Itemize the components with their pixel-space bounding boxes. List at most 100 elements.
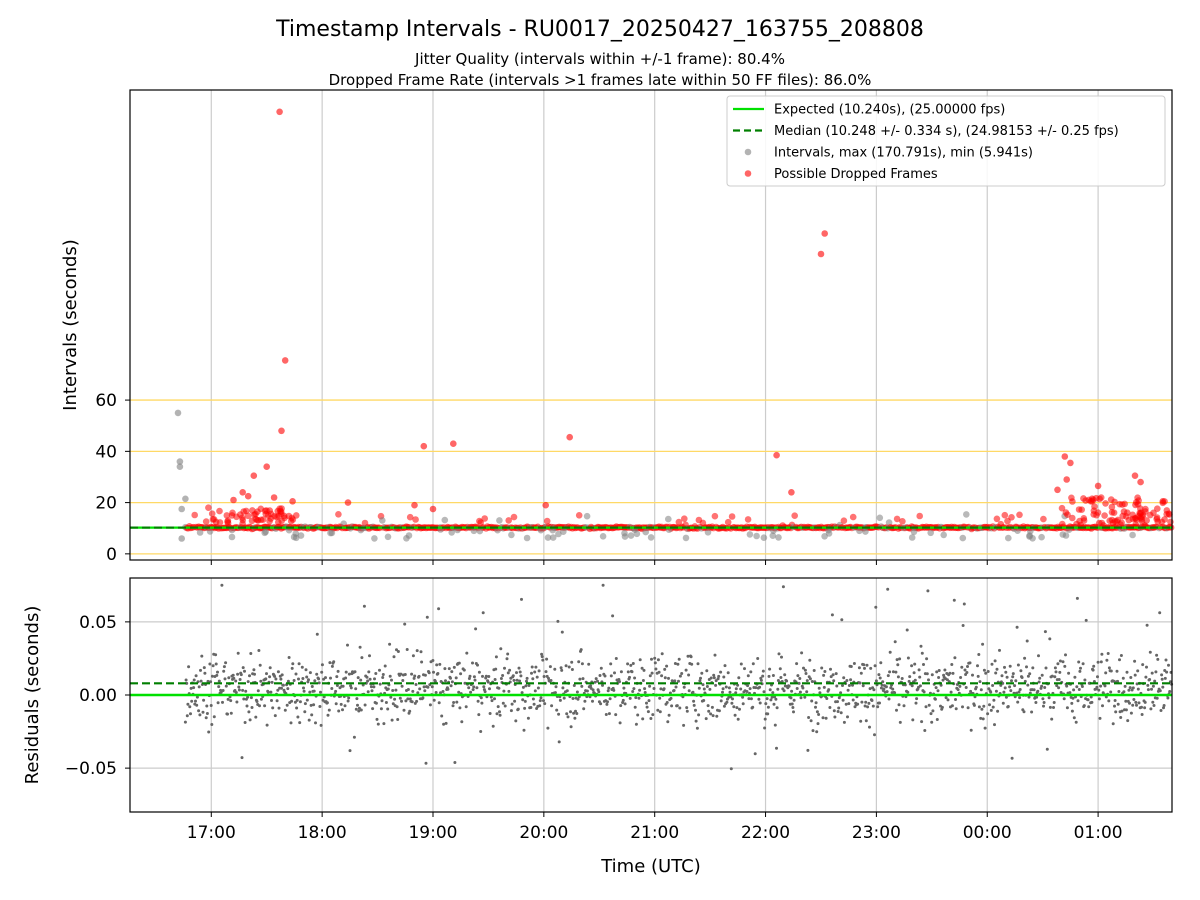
- residual-point: [298, 700, 302, 704]
- dropped-frame-point: [1137, 478, 1144, 486]
- dropped-frame-point: [899, 518, 906, 525]
- residual-point: [561, 686, 565, 690]
- residual-point: [302, 689, 306, 693]
- residual-point: [1137, 701, 1141, 705]
- interval-point: [627, 532, 635, 539]
- residual-point: [943, 668, 947, 672]
- residual-point: [557, 740, 561, 744]
- residual-point: [596, 679, 599, 683]
- interval-point: [176, 463, 184, 471]
- dropped-frame-point: [254, 508, 261, 515]
- residual-point: [310, 713, 314, 717]
- residual-point: [822, 685, 826, 689]
- residual-point: [1023, 679, 1027, 683]
- residual-point: [395, 705, 399, 709]
- residual-point: [888, 650, 892, 654]
- residual-point: [424, 761, 428, 765]
- residual-point: [846, 715, 849, 719]
- residual-point: [319, 690, 322, 694]
- residual-point: [767, 674, 771, 678]
- dropped-frame-point: [1016, 511, 1023, 519]
- residual-point: [1097, 697, 1101, 701]
- residual-point: [842, 676, 846, 680]
- residual-point: [754, 686, 758, 690]
- residual-point: [559, 666, 563, 670]
- residual-point: [989, 708, 993, 712]
- residual-point: [488, 687, 491, 691]
- residual-point: [518, 679, 522, 683]
- residual-point: [402, 708, 406, 712]
- residual-point: [738, 707, 741, 711]
- dropped-frame-point: [1091, 503, 1098, 510]
- residual-point: [669, 696, 673, 700]
- residuals-axes: 17:00 18:00 19:00 20:00 21:00 22:00 23:00 00:00…: [65, 613, 1123, 843]
- residual-point: [717, 709, 721, 713]
- residual-point: [326, 713, 330, 717]
- residual-point: [581, 677, 585, 681]
- residual-point: [339, 702, 343, 706]
- residual-point: [898, 720, 902, 724]
- legend-dropped-swatch: [744, 170, 752, 177]
- residual-point: [697, 713, 701, 717]
- residual-point: [811, 729, 815, 733]
- residual-point: [498, 710, 501, 714]
- interval-point: [876, 514, 884, 522]
- residual-point: [705, 685, 709, 688]
- residual-point: [349, 686, 353, 690]
- residual-point: [1076, 699, 1080, 703]
- residual-point: [818, 691, 822, 695]
- residual-point: [259, 679, 263, 683]
- dropped-frame-point: [1067, 459, 1074, 467]
- residual-point: [618, 721, 622, 725]
- residual-point: [769, 698, 773, 702]
- residual-point: [195, 703, 199, 707]
- residual-point: [913, 678, 917, 682]
- residual-point: [320, 670, 324, 674]
- residual-point: [1075, 596, 1079, 600]
- residual-point: [308, 690, 312, 694]
- interval-point: [760, 534, 768, 541]
- residual-point: [292, 679, 296, 682]
- residual-point: [290, 666, 294, 670]
- dropped-frame-point: [744, 516, 752, 523]
- residual-point: [845, 679, 849, 682]
- residual-point: [303, 710, 307, 714]
- residual-point: [280, 686, 283, 690]
- residual-point: [245, 704, 249, 708]
- dropped-frame-point: [278, 427, 285, 435]
- residual-point: [1035, 695, 1039, 699]
- residual-point: [1027, 695, 1031, 699]
- intervals-plot-frame: [129, 89, 1173, 561]
- residual-point: [242, 697, 246, 701]
- residual-point: [1136, 669, 1140, 673]
- residual-point: [775, 746, 778, 750]
- residual-point: [905, 628, 909, 632]
- residual-point: [633, 676, 637, 680]
- residual-point: [778, 667, 782, 671]
- residual-point: [476, 699, 480, 703]
- chart-title: Timestamp Intervals - RU0017_20250427_16…: [275, 17, 924, 42]
- residual-point: [460, 720, 464, 724]
- residual-point: [781, 585, 785, 589]
- residual-point: [1048, 705, 1052, 709]
- residual-point: [704, 717, 708, 721]
- residual-point: [258, 704, 261, 708]
- residual-point: [473, 678, 477, 682]
- residual-point: [295, 698, 299, 702]
- residual-point: [189, 712, 192, 716]
- residual-point: [435, 663, 439, 667]
- residual-point: [307, 678, 310, 682]
- interval-point: [292, 534, 300, 542]
- residual-point: [710, 705, 714, 709]
- residual-point: [249, 652, 253, 655]
- residual-point: [411, 689, 415, 693]
- residual-point: [658, 696, 662, 700]
- interval-point: [963, 511, 970, 518]
- residual-point: [893, 691, 897, 695]
- residual-point: [471, 688, 475, 692]
- residual-point: [467, 686, 471, 690]
- intervals-y-tick-label: 60: [95, 391, 117, 411]
- residual-point: [726, 671, 730, 675]
- residual-point: [796, 674, 800, 678]
- residual-point: [1144, 675, 1148, 679]
